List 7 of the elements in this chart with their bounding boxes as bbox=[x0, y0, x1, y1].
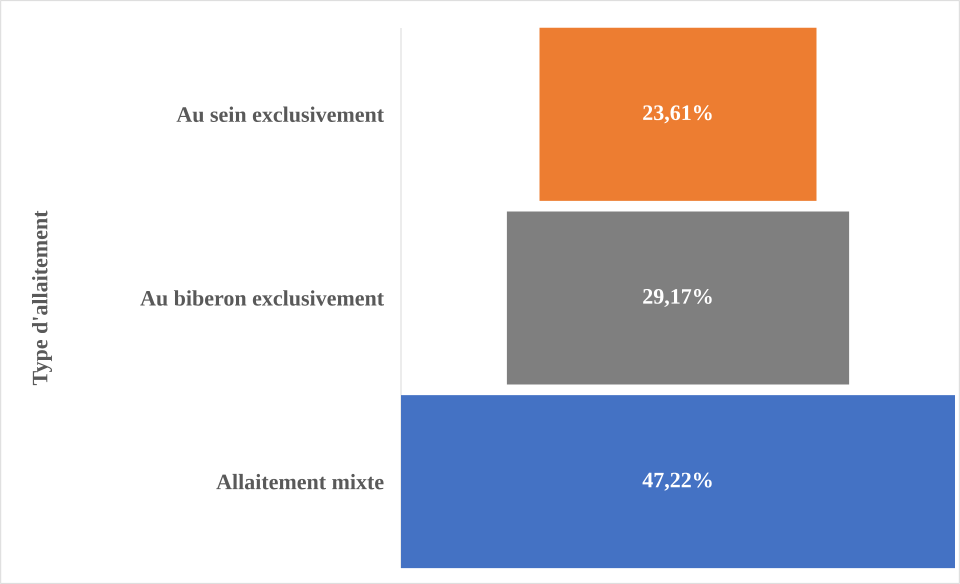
data-label: 29,17% bbox=[643, 288, 712, 308]
data-label: 23,61% bbox=[643, 105, 712, 124]
category-label: Allaitement mixte bbox=[216, 474, 384, 490]
category-label: Au biberon exclusivement bbox=[140, 290, 384, 306]
data-label: 47,22% bbox=[642, 472, 712, 491]
text: Type d'allaitement bbox=[32, 210, 52, 386]
category-label: Au sein exclusivement bbox=[176, 106, 384, 122]
